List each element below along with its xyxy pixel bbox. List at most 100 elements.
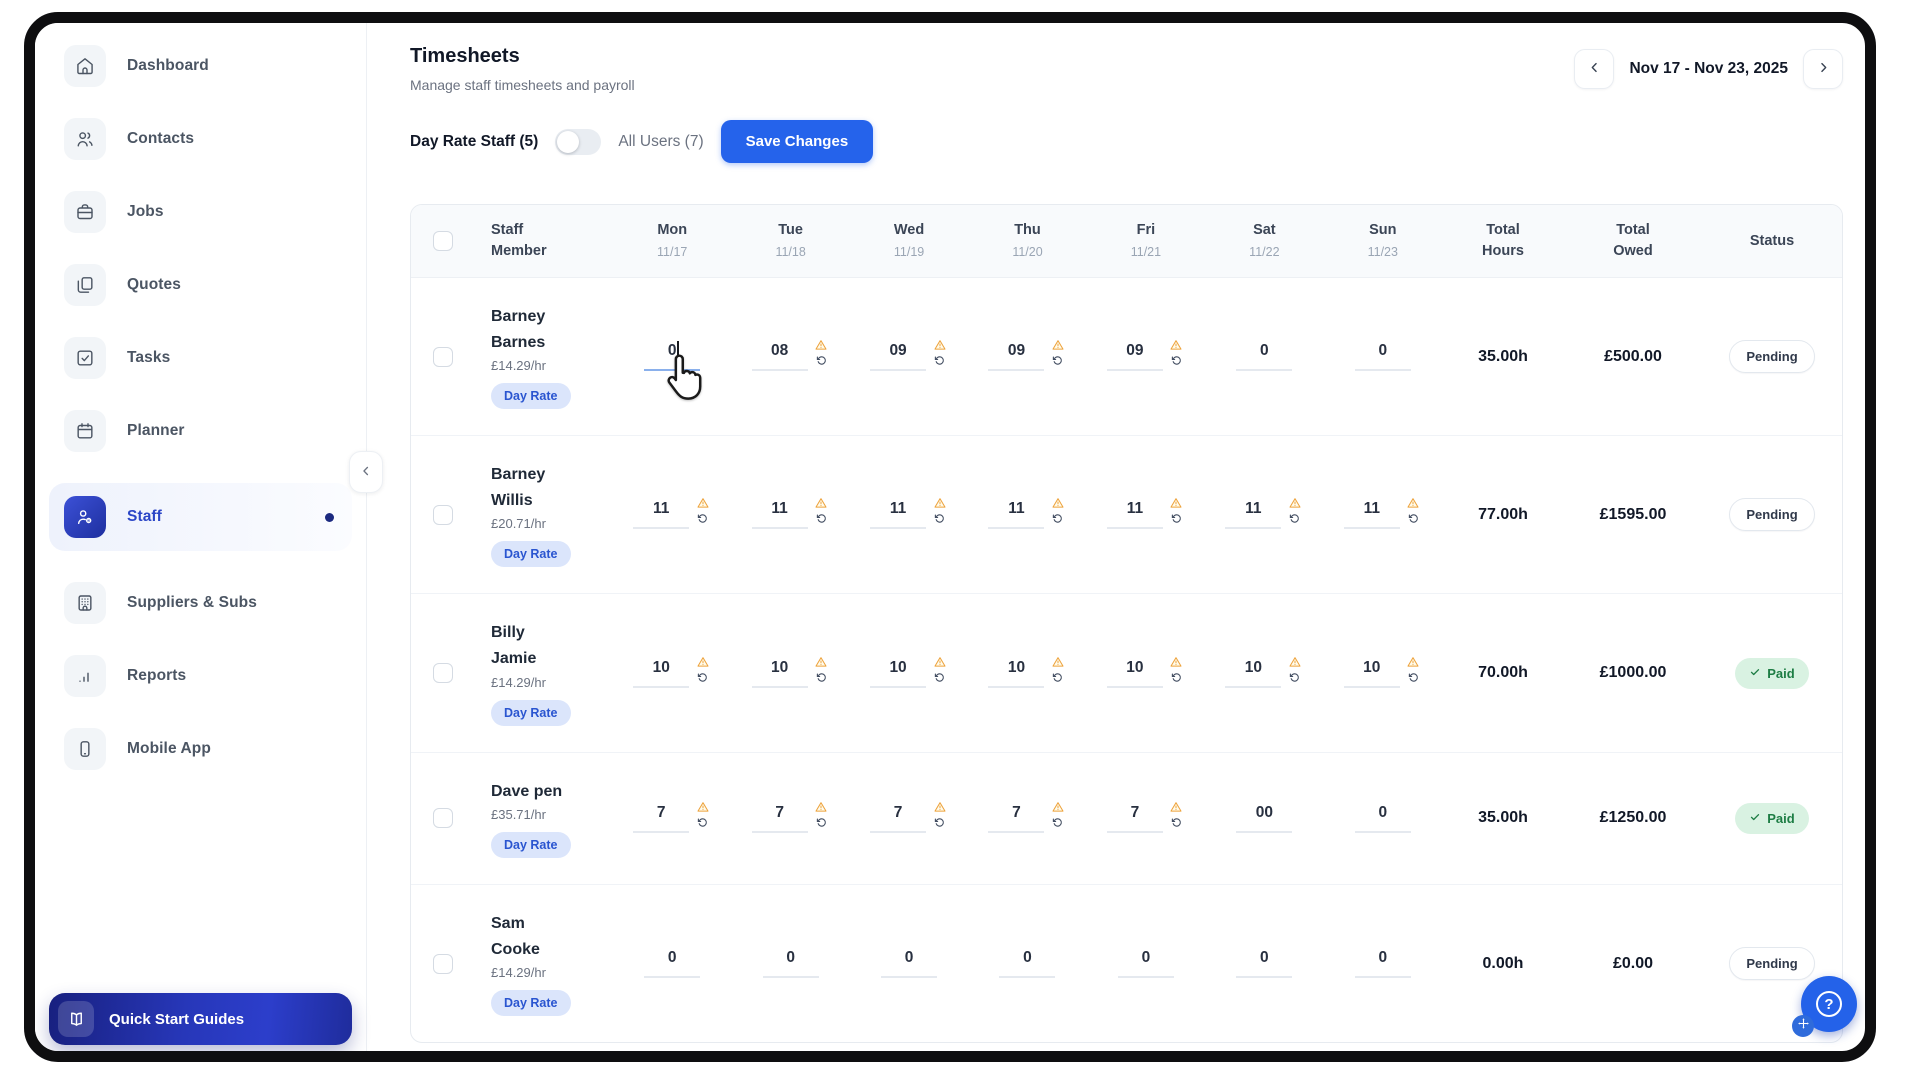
- reset-hours-icon[interactable]: [816, 672, 827, 683]
- reset-hours-icon[interactable]: [1052, 672, 1063, 683]
- reset-hours-icon[interactable]: [934, 817, 945, 828]
- hours-input[interactable]: [633, 803, 690, 833]
- reset-hours-icon[interactable]: [697, 672, 708, 683]
- hours-input[interactable]: [988, 500, 1045, 530]
- hours-input[interactable]: [751, 500, 808, 530]
- sidebar-item-suppliers[interactable]: Suppliers & Subs: [64, 582, 348, 624]
- sidebar-item-reports[interactable]: Reports: [64, 655, 348, 697]
- sidebar-footer: Quick Start Guides: [35, 979, 366, 1051]
- hours-input[interactable]: [870, 658, 927, 688]
- status-label: Paid: [1767, 665, 1795, 681]
- row-checkbox[interactable]: [433, 504, 453, 525]
- hours-input[interactable]: [1106, 500, 1163, 530]
- reset-hours-icon[interactable]: [1171, 817, 1182, 828]
- sidebar-item-planner[interactable]: Planner: [64, 410, 348, 452]
- help-button[interactable]: ?: [1801, 976, 1857, 1032]
- reset-hours-icon[interactable]: [816, 817, 827, 828]
- hours-input[interactable]: [1354, 342, 1411, 372]
- hours-input[interactable]: [1236, 949, 1293, 979]
- reset-hours-icon[interactable]: [1408, 672, 1419, 683]
- warning-icon: [1050, 496, 1066, 510]
- reset-hours-icon[interactable]: [1171, 513, 1182, 524]
- sidebar-item-dashboard[interactable]: Dashboard: [64, 45, 348, 87]
- hours-input[interactable]: [633, 658, 690, 688]
- quick-start-guides-label: Quick Start Guides: [109, 1010, 245, 1028]
- hours-input[interactable]: [751, 658, 808, 688]
- hours-input[interactable]: [751, 803, 808, 833]
- previous-week-button[interactable]: [1574, 49, 1615, 89]
- reset-hours-icon[interactable]: [1289, 672, 1300, 683]
- hours-input[interactable]: [644, 949, 701, 979]
- sidebar-item-contacts[interactable]: Contacts: [64, 118, 348, 160]
- hours-input[interactable]: [633, 500, 690, 530]
- reset-hours-icon[interactable]: [934, 513, 945, 524]
- reset-hours-icon[interactable]: [816, 513, 827, 524]
- reset-hours-icon[interactable]: [1408, 513, 1419, 524]
- hours-input[interactable]: [751, 342, 808, 372]
- staff-name-line: Barney: [491, 466, 546, 484]
- hours-input[interactable]: [870, 803, 927, 833]
- hours-cell-wed: [850, 498, 968, 530]
- row-checkbox[interactable]: [433, 953, 453, 974]
- reset-hours-icon[interactable]: [1052, 817, 1063, 828]
- select-all-checkbox[interactable]: [433, 231, 453, 252]
- hours-input[interactable]: [1117, 949, 1174, 979]
- hours-input[interactable]: [988, 803, 1045, 833]
- hours-input[interactable]: [644, 342, 701, 372]
- row-checkbox[interactable]: [433, 663, 453, 683]
- hours-input[interactable]: [1106, 803, 1163, 833]
- sidebar-nav: Dashboard Contacts Jobs Quotes Tasks Planner S…: [35, 23, 366, 979]
- hours-input[interactable]: [1236, 342, 1293, 372]
- sidebar-item-staff[interactable]: Staff: [49, 483, 352, 551]
- hours-input[interactable]: [988, 658, 1045, 688]
- sidebar-item-label: Quotes: [127, 276, 181, 293]
- sidebar-item-mobile[interactable]: Mobile App: [64, 728, 348, 770]
- hours-input[interactable]: [1343, 500, 1400, 530]
- hours-input[interactable]: [1343, 658, 1400, 688]
- hours-input[interactable]: [870, 342, 927, 372]
- hours-input[interactable]: [881, 949, 938, 979]
- hours-input[interactable]: [1354, 803, 1411, 833]
- hours-input[interactable]: [870, 500, 927, 530]
- sidebar-item-tasks[interactable]: Tasks: [64, 337, 348, 379]
- reset-hours-icon[interactable]: [1052, 513, 1063, 524]
- hours-input[interactable]: [1236, 803, 1293, 833]
- reset-hours-icon[interactable]: [816, 355, 827, 366]
- table-row: Billy Jamie £14.29/hr Day Rate 70.00h £1000.0…: [411, 593, 1842, 751]
- reset-hours-icon[interactable]: [697, 817, 708, 828]
- reset-hours-icon[interactable]: [1171, 672, 1182, 683]
- reset-hours-icon[interactable]: [934, 355, 945, 366]
- reset-hours-icon[interactable]: [1289, 513, 1300, 524]
- quick-start-guides-button[interactable]: Quick Start Guides: [49, 993, 352, 1045]
- hours-input[interactable]: [1106, 658, 1163, 688]
- user-filter-toggle[interactable]: [555, 128, 602, 155]
- status-label: Paid: [1767, 810, 1795, 826]
- staff-name-line: Barnes: [491, 333, 546, 351]
- move-widget-button[interactable]: [1792, 1015, 1814, 1037]
- reset-hours-icon[interactable]: [697, 513, 708, 524]
- reset-hours-icon[interactable]: [934, 672, 945, 683]
- reset-hours-icon[interactable]: [1052, 355, 1063, 366]
- row-checkbox[interactable]: [433, 346, 453, 367]
- reset-hours-icon[interactable]: [1171, 355, 1182, 366]
- save-changes-button[interactable]: Save Changes: [720, 120, 874, 163]
- sidebar-item-jobs[interactable]: Jobs: [64, 191, 348, 233]
- hours-input[interactable]: [1225, 500, 1282, 530]
- day-name: Wed: [893, 222, 925, 239]
- hours-input[interactable]: [1106, 342, 1163, 372]
- sidebar-collapse-button[interactable]: [349, 451, 383, 493]
- hours-input[interactable]: [762, 949, 819, 979]
- next-week-button[interactable]: [1803, 49, 1843, 89]
- column-header-thu: Thu 11/20: [968, 220, 1086, 261]
- status-cell: Pending: [1702, 947, 1842, 981]
- row-checkbox[interactable]: [433, 808, 453, 829]
- staff-rate: £14.29/hr: [491, 358, 546, 374]
- sidebar-item-quotes[interactable]: Quotes: [64, 264, 348, 306]
- hours-input[interactable]: [988, 342, 1045, 372]
- hours-input[interactable]: [1225, 658, 1282, 688]
- all-users-label: All Users (7): [618, 132, 704, 150]
- hours-input[interactable]: [1354, 949, 1411, 979]
- row-select-cell: [411, 953, 475, 974]
- status-badge-pending: Pending: [1729, 340, 1815, 374]
- hours-input[interactable]: [999, 949, 1056, 979]
